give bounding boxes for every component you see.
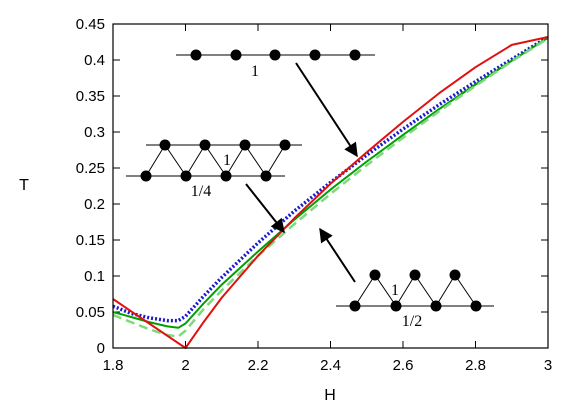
series-line-3 xyxy=(112,36,549,349)
plot-frame xyxy=(112,23,549,349)
inset-sawtooth-b-node xyxy=(449,269,461,281)
series-line-2 xyxy=(112,37,549,338)
inset-sawtooth-b-node xyxy=(369,269,381,281)
inset-sawtooth-b: 1 1/2 xyxy=(336,269,494,330)
x-tick-label: 1.8 xyxy=(103,357,124,374)
inset-chain-node xyxy=(230,49,242,61)
inset-sawtooth-a-label-j2: 1/4 xyxy=(191,183,211,200)
inset-chain: 1 xyxy=(176,49,375,80)
y-tick-label: 0.05 xyxy=(76,304,105,321)
series-line-0 xyxy=(112,35,549,323)
arrow-chain-to-blue xyxy=(295,62,358,158)
inset-sawtooth-b-label-j1: 1 xyxy=(391,282,399,299)
ticks: 1.8 2 2.2 2.4 2.6 2.8 3 0 0.05 0.1 0.15 0.2 0.25 0.3 0… xyxy=(76,16,552,374)
inset-sawtooth-a-node xyxy=(159,139,171,151)
x-tick-label: 2.4 xyxy=(320,357,341,374)
x-tick-label: 3 xyxy=(544,357,552,374)
y-tick-label: 0.3 xyxy=(84,124,105,141)
inset-sawtooth-a-node xyxy=(239,139,251,151)
y-tick-label: 0.1 xyxy=(84,268,105,285)
inset-chain-node xyxy=(309,49,321,61)
inset-sawtooth-a-node xyxy=(199,139,211,151)
y-tick-label: 0.4 xyxy=(84,52,105,69)
inset-chain-node xyxy=(190,49,202,61)
series-line-1 xyxy=(112,36,549,329)
y-tick-label: 0 xyxy=(97,340,105,357)
y-tick-label: 0.2 xyxy=(84,196,105,213)
arrow-sawtooth-a-to-green xyxy=(245,183,285,234)
y-tick-label: 0.15 xyxy=(76,232,105,249)
series-layer xyxy=(112,35,549,349)
x-tick-label: 2 xyxy=(181,357,189,374)
arrow-sawtooth-b-to-red xyxy=(319,227,356,283)
inset-chain-node xyxy=(269,49,281,61)
y-tick-label: 0.35 xyxy=(76,88,105,105)
inset-sawtooth-b-label-j2: 1/2 xyxy=(402,313,422,330)
x-tick-label: 2.6 xyxy=(393,357,414,374)
inset-sawtooth-a-label-j1: 1 xyxy=(223,152,231,169)
inset-sawtooth-a: 1 1/4 xyxy=(126,139,302,200)
inset-sawtooth-b-node xyxy=(470,300,482,312)
inset-sawtooth-a-node xyxy=(180,170,192,182)
inset-sawtooth-b-node xyxy=(430,300,442,312)
inset-sawtooth-a-zigzag xyxy=(145,144,286,177)
x-tick-label: 2.2 xyxy=(248,357,269,374)
x-tick-label: 2.8 xyxy=(465,357,486,374)
inset-sawtooth-a-node xyxy=(279,139,291,151)
x-axis-title: H xyxy=(324,387,336,404)
inset-sawtooth-a-node xyxy=(140,170,152,182)
inset-chain-node xyxy=(349,49,361,61)
y-tick-label: 0.25 xyxy=(76,160,105,177)
y-axis-title: T xyxy=(19,177,29,194)
inset-sawtooth-a-node xyxy=(260,170,272,182)
inset-sawtooth-b-node xyxy=(409,269,421,281)
inset-sawtooth-b-node xyxy=(349,300,361,312)
inset-sawtooth-a-node xyxy=(220,170,232,182)
inset-chain-label: 1 xyxy=(251,63,259,80)
y-tick-label: 0.45 xyxy=(76,16,105,33)
inset-sawtooth-b-node xyxy=(390,300,402,312)
